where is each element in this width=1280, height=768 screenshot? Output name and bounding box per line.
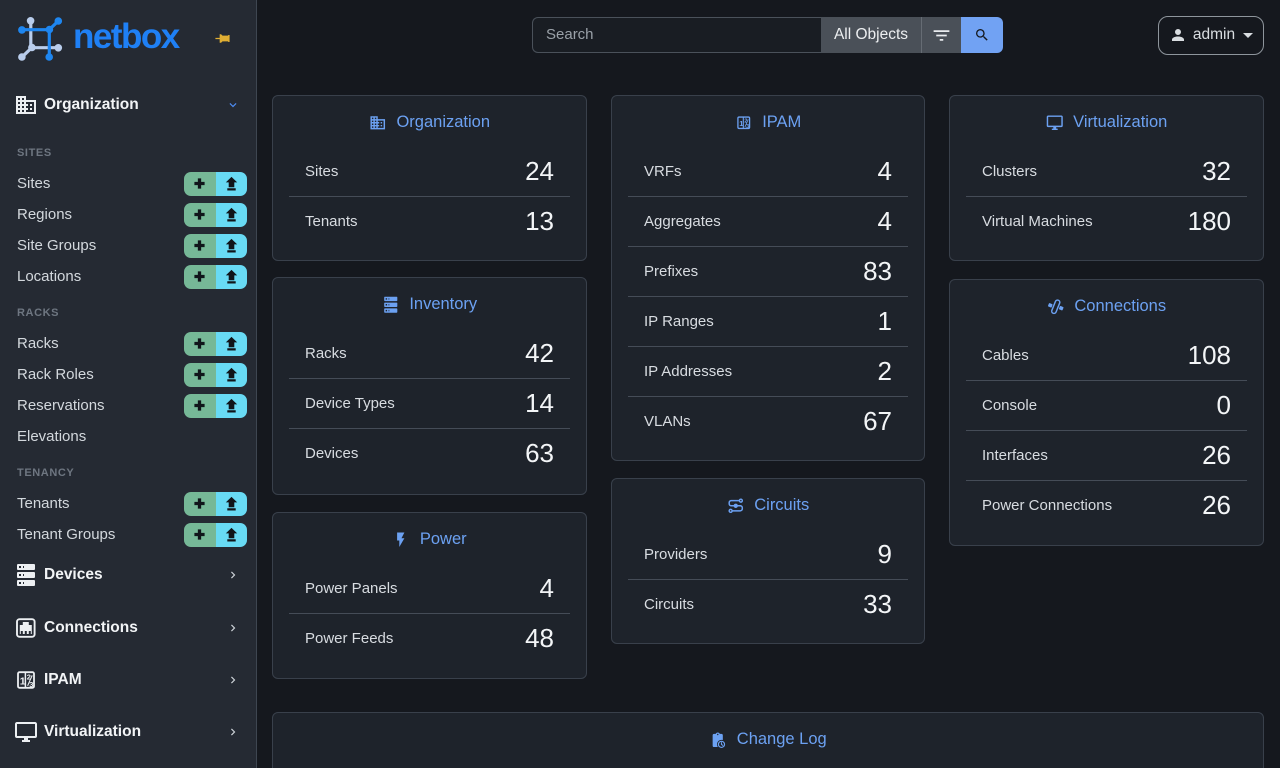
svg-text:1: 1 — [739, 119, 744, 128]
svg-text:2: 2 — [744, 118, 747, 124]
svg-text:3: 3 — [29, 680, 33, 689]
svg-text:1: 1 — [20, 675, 26, 687]
svg-text:2: 2 — [27, 673, 31, 682]
svg-text:3: 3 — [746, 124, 749, 130]
